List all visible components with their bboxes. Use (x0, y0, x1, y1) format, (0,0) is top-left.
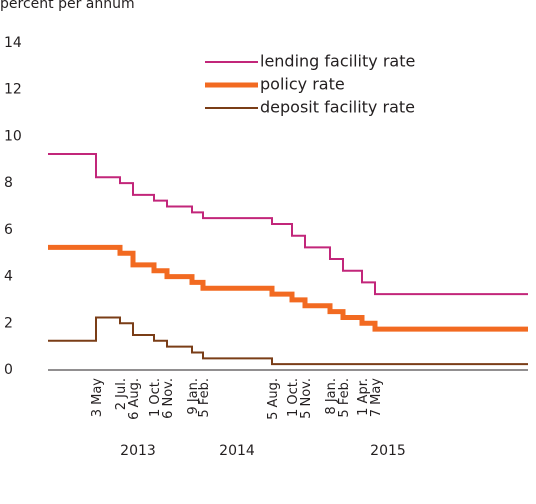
x-tick-label: 9 Jan. (186, 378, 201, 415)
series-line (48, 316, 528, 366)
x-tick-label: 5 Feb. (337, 378, 352, 418)
x-tick-label: 8 Jan. (324, 378, 339, 415)
x-tick-label: 1 Apr. (356, 378, 371, 416)
y-tick-label: 10 (4, 128, 22, 144)
y-tick-label: 12 (4, 82, 22, 98)
y-tick-label: 4 (4, 269, 13, 285)
x-group-label: 2014 (219, 443, 255, 459)
x-tick-label: 1 Oct. (286, 378, 301, 417)
x-tick-label: 7 May (369, 378, 384, 418)
x-group-label: 2013 (120, 443, 156, 459)
series-line (48, 152, 528, 296)
x-tick-label: 1 Oct. (148, 378, 163, 417)
series-line (48, 244, 528, 332)
y-tick-label: 8 (4, 175, 13, 191)
x-group-label: 2015 (370, 443, 406, 459)
x-tick-label: 3 May (90, 378, 105, 418)
y-tick-label: 6 (4, 222, 13, 238)
x-tick-label: 5 Feb. (197, 378, 212, 418)
x-tick-label: 5 Nov. (299, 378, 314, 419)
y-tick-label: 14 (4, 35, 22, 51)
x-tick-label: 2 Jul. (114, 378, 129, 410)
legend-label: policy rate (260, 75, 345, 94)
y-axis-label: percent per annum (0, 0, 135, 12)
y-tick-label: 0 (4, 362, 13, 378)
x-tick-label: 6 Aug. (127, 378, 142, 420)
legend-label: deposit facility rate (260, 98, 415, 117)
x-tick-label: 6 Nov. (161, 378, 176, 419)
x-tick-label: 5 Aug. (266, 378, 281, 420)
legend-label: lending facility rate (260, 52, 415, 71)
y-tick-label: 2 (4, 315, 13, 331)
